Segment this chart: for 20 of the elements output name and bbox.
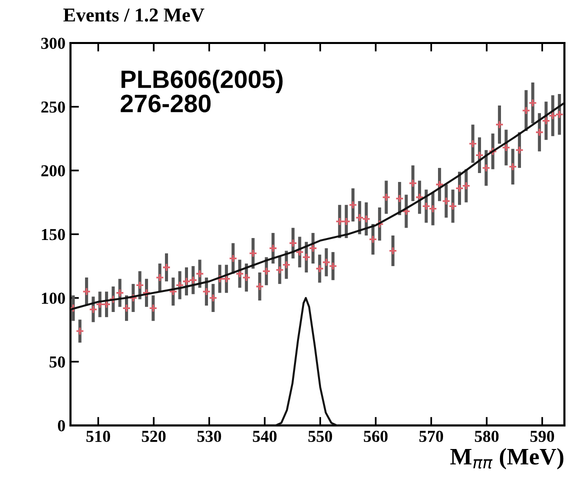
y-tick-label: 250 xyxy=(41,101,65,113)
y-tick-label: 150 xyxy=(42,228,65,240)
y-tick-label: 200 xyxy=(41,165,65,176)
x-tick-label: 550 xyxy=(308,430,332,442)
y-tick-label: 0 xyxy=(58,420,65,432)
x-axis-title: M$_{ππ}$ (MeV) xyxy=(450,448,564,470)
x-tick-label: 530 xyxy=(197,430,222,442)
x-tick-label: 510 xyxy=(86,430,110,442)
y-tick-label: 50 xyxy=(50,356,65,368)
x-tick-label: 560 xyxy=(364,430,388,442)
line-series xyxy=(274,296,338,426)
x-tick-label: 570 xyxy=(419,430,444,442)
y-axis-title: Events / 1.2 MeV xyxy=(63,8,204,22)
x-tick-label: 580 xyxy=(474,430,499,442)
annotation: PLB606(2005) 276-280 xyxy=(120,70,283,112)
y-tick-label: 300 xyxy=(41,38,65,49)
y-tick-label: 100 xyxy=(42,292,65,304)
x-tick-label: 590 xyxy=(530,430,554,442)
x-tick-label: 540 xyxy=(252,430,277,442)
x-tick-label: 520 xyxy=(142,430,166,442)
